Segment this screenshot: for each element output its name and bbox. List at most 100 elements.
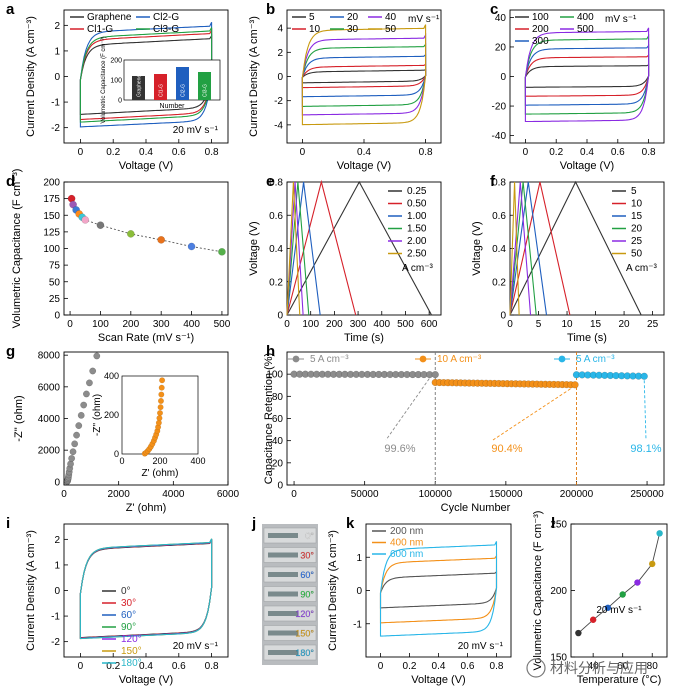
photo-angle-label-j-1: 30° bbox=[300, 551, 314, 561]
inset-bar-a-0 bbox=[132, 76, 145, 100]
y-tick-label-a: 2 bbox=[54, 21, 60, 32]
inset-point-g-14 bbox=[157, 404, 164, 411]
legend-label-i-3: 90° bbox=[121, 622, 136, 633]
legend-label-b-4: 40 bbox=[385, 12, 397, 23]
x-axis-label-l: Temperature (°C) bbox=[577, 674, 661, 686]
x-tick-label-k: 0.2 bbox=[403, 661, 417, 672]
legend-label-b-2: 20 bbox=[347, 12, 359, 23]
data-point-g-15 bbox=[80, 401, 88, 409]
trend-line-d bbox=[71, 198, 222, 253]
cv-curve-k-0 bbox=[379, 570, 498, 609]
panel-letter-i: i bbox=[6, 515, 10, 532]
inset-x-tick-label-g: 0 bbox=[119, 456, 124, 466]
y-tick-label-h: 100 bbox=[266, 370, 283, 381]
inset-point-g-16 bbox=[158, 391, 165, 398]
y-tick-label-l: 200 bbox=[550, 586, 567, 597]
y-tick-label-f: 0 bbox=[500, 311, 506, 322]
data-point-d-10 bbox=[218, 248, 226, 256]
x-tick-label-c: 0 bbox=[523, 147, 529, 158]
legend-label-e-3: 1.50 bbox=[407, 224, 427, 235]
data-point-d-8 bbox=[157, 236, 165, 244]
x-tick-label-d: 400 bbox=[183, 319, 200, 330]
y-tick-label-e: 0.2 bbox=[269, 277, 283, 288]
legend-label-h-0: 5 A cm⁻³ bbox=[310, 354, 349, 365]
y-tick-label-h: 20 bbox=[272, 458, 284, 469]
panel-letter-g: g bbox=[6, 343, 15, 360]
data-point-g-12 bbox=[73, 431, 80, 439]
x-axis-label-e: Time (s) bbox=[344, 332, 384, 344]
legend-label-i-1: 30° bbox=[121, 598, 136, 609]
y-tick-label-h: 60 bbox=[272, 414, 284, 425]
x-tick-label-h: 200000 bbox=[560, 489, 594, 500]
legend-label-k-2: 600 nm bbox=[390, 549, 423, 560]
inset-point-g-17 bbox=[158, 384, 165, 391]
legend-label-h-1: 10 A cm⁻³ bbox=[437, 354, 482, 365]
x-tick-label-e: 0 bbox=[284, 319, 290, 330]
panel-letter-c: c bbox=[490, 1, 498, 18]
legend-label-i-4: 120° bbox=[121, 634, 142, 645]
gcd-curve-e-0 bbox=[286, 180, 433, 316]
watermark: 材料分析与应用 bbox=[526, 658, 648, 678]
data-point-d-6 bbox=[96, 221, 105, 230]
y-tick-label-g: 8000 bbox=[38, 351, 61, 362]
inset-y-tick-label-a: 0 bbox=[118, 98, 122, 105]
data-point-l-3 bbox=[619, 591, 626, 598]
data-point-l-2 bbox=[604, 604, 612, 611]
inset-bar-label-a-1: Cl1-G bbox=[159, 84, 165, 97]
data-point-d-9 bbox=[187, 242, 196, 251]
inset-bar-a-1 bbox=[154, 74, 167, 100]
data-point-g-9 bbox=[68, 454, 76, 462]
inset-point-g-15 bbox=[157, 398, 164, 404]
legend-label-c-2: 300 bbox=[532, 36, 549, 47]
y-tick-label-f: 0.4 bbox=[492, 244, 506, 255]
y-tick-label-i: -1 bbox=[51, 612, 60, 623]
x-tick-label-g: 6000 bbox=[217, 489, 240, 500]
legend-label-e-4: 2.00 bbox=[407, 236, 427, 247]
data-point-h-2-12 bbox=[640, 372, 648, 380]
legend-label-f-3: 20 bbox=[631, 224, 643, 235]
y-tick-label-c: 20 bbox=[495, 42, 507, 53]
y-tick-label-c: 40 bbox=[495, 13, 507, 24]
panels-layer: 0 0.2 0.4 0.6 0.8 -2 -1 0 1 2 Voltage (V) Current D… bbox=[6, 1, 668, 686]
photo-device-j-1 bbox=[268, 552, 298, 558]
data-point-h-1-33 bbox=[571, 381, 579, 389]
x-tick-label-i: 0.6 bbox=[172, 661, 186, 672]
y-tick-label-c: -20 bbox=[492, 102, 507, 113]
y-tick-label-c: 0 bbox=[500, 72, 506, 83]
y-axis-label-d: Volumetric Capacitance (F cm⁻³) bbox=[11, 169, 23, 329]
x-tick-label-c: 0.4 bbox=[580, 147, 594, 158]
legend-label-i-6: 180° bbox=[121, 658, 142, 669]
y-axis-label-l: Volumetric Capacitance (F cm⁻³) bbox=[532, 511, 544, 671]
data-point-g-10 bbox=[69, 448, 77, 456]
cv-curve-i-4 bbox=[79, 538, 213, 639]
y-tick-label-i: 2 bbox=[54, 535, 60, 546]
data-point-g-11 bbox=[71, 440, 79, 448]
axes-frame-l bbox=[570, 523, 668, 658]
y-tick-label-b: 2 bbox=[277, 48, 283, 59]
legend-label-c-1: 200 bbox=[532, 24, 549, 35]
gcd-curve-f-2 bbox=[509, 181, 548, 316]
inset-bar-a-2 bbox=[176, 67, 189, 100]
y-tick-label-l: 150 bbox=[550, 653, 567, 664]
x-tick-label-f: 15 bbox=[590, 319, 602, 330]
data-point-g-16 bbox=[83, 390, 90, 398]
x-tick-label-d: 500 bbox=[214, 319, 231, 330]
x-tick-label-h: 50000 bbox=[351, 489, 379, 500]
inset-y-label-g: -Z'' (ohm) bbox=[92, 394, 103, 436]
panel-letter-a: a bbox=[6, 1, 15, 18]
inset-bar-a-3 bbox=[198, 72, 211, 100]
x-axis-label-c: Voltage (V) bbox=[560, 160, 614, 172]
legend-unit-f: A cm⁻³ bbox=[626, 263, 658, 274]
legend-label-a-0: Graphene bbox=[87, 12, 132, 23]
x-tick-label-f: 10 bbox=[561, 319, 573, 330]
x-tick-label-k: 0.8 bbox=[490, 661, 504, 672]
y-tick-label-k: -1 bbox=[353, 619, 362, 630]
x-tick-label-l: 60 bbox=[617, 661, 629, 672]
x-tick-label-h: 150000 bbox=[489, 489, 523, 500]
legend-label-k-0: 200 nm bbox=[390, 526, 423, 537]
y-tick-label-h: 0 bbox=[277, 481, 283, 492]
inset-bar-label-a-3: Cl3-G bbox=[203, 84, 209, 97]
x-tick-label-i: 0.4 bbox=[139, 661, 153, 672]
panel-letter-h: h bbox=[266, 343, 275, 360]
y-tick-label-d: 150 bbox=[43, 211, 60, 222]
